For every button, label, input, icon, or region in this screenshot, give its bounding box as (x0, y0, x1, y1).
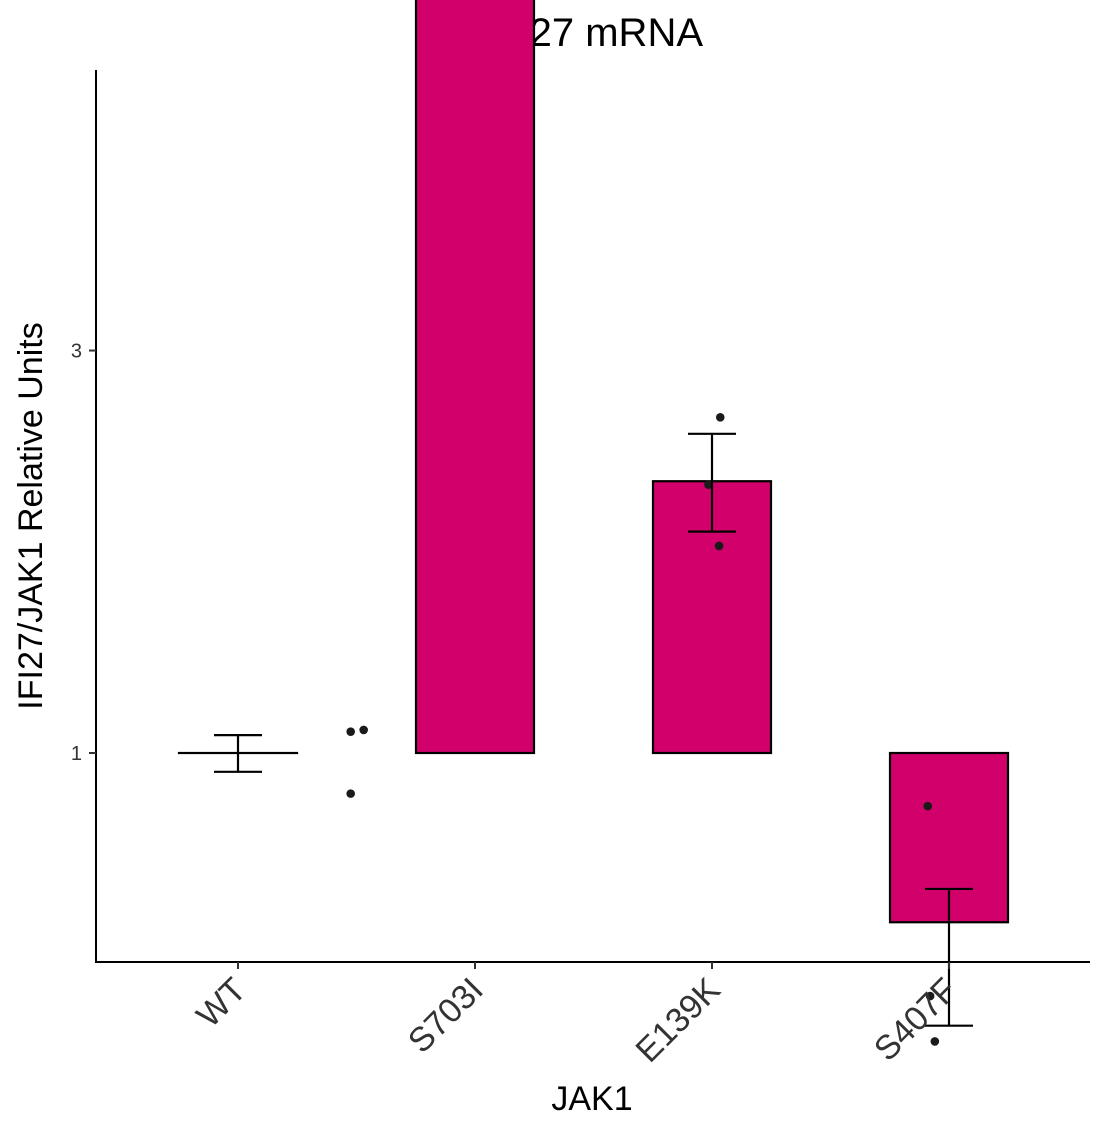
bar-s703i (414, 0, 536, 755)
data-point-e139k-2 (714, 541, 724, 551)
error-bar-s407f (925, 887, 973, 1027)
x-axis-title: JAK1 (551, 1080, 632, 1118)
data-point-e139k-1 (704, 480, 713, 490)
y-tick-label-1: 1 (71, 743, 82, 765)
y-tick-label-3: 3 (71, 341, 82, 363)
data-point-wt-3 (346, 789, 355, 798)
data-point-wt-2 (359, 725, 368, 735)
x-tick-label-wt: WT (189, 971, 253, 1035)
error-bar-e139k (688, 432, 736, 533)
data-point-s407f-1 (923, 801, 933, 811)
data-point-s407f-2 (925, 991, 935, 1001)
data-point-wt-1 (346, 727, 355, 736)
error-bar-wt (214, 734, 262, 773)
data-point-s407f-3 (930, 1037, 940, 1046)
data-point-e139k-3 (715, 413, 725, 422)
x-tick-label-s703i: S703I (401, 971, 491, 1061)
x-axis-ticks: WT S703I E139K S407F (189, 962, 965, 1070)
y-axis-ticks: 131030 (71, 341, 96, 765)
y-axis-title: IFI27/JAK1 Relative Units (12, 322, 50, 709)
plot-area (177, 0, 1010, 1046)
x-tick-label-e139k: E139K (629, 971, 728, 1070)
